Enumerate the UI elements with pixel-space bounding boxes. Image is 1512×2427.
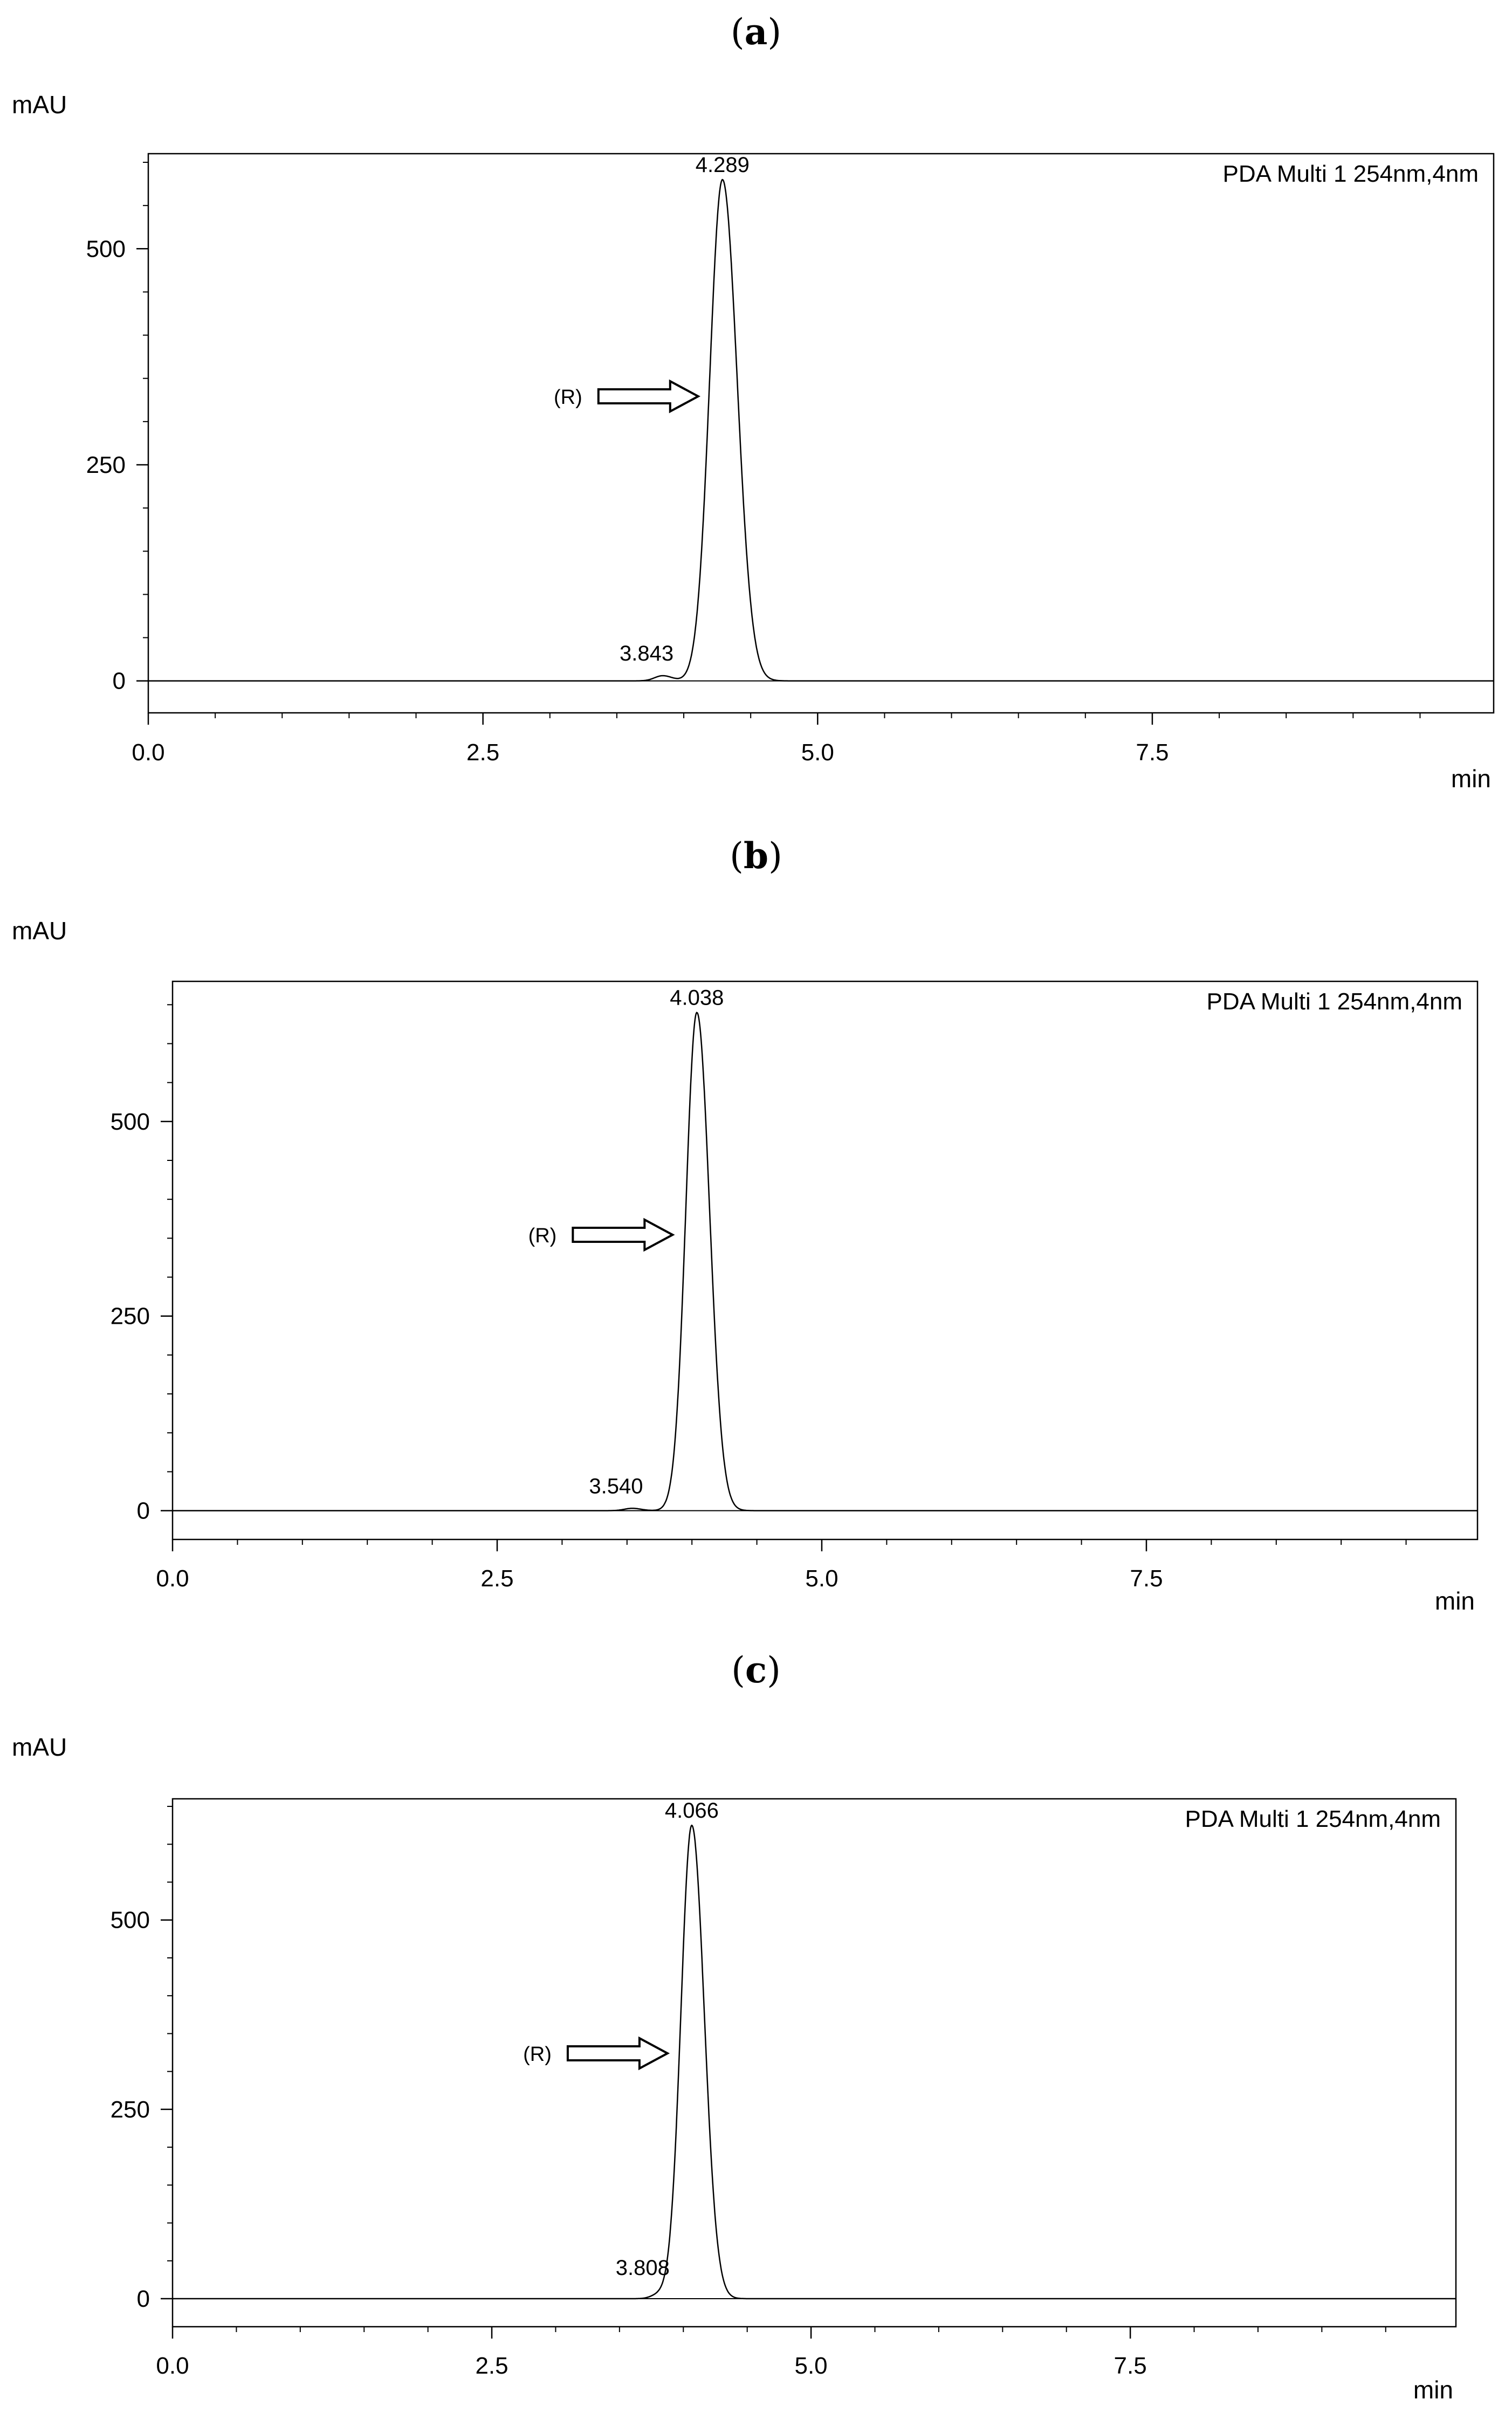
plot-frame (171, 1798, 1457, 2328)
x-tick-label: 0.0 (132, 739, 164, 766)
y-tick-label: 0 (137, 2286, 150, 2312)
x-tick-label: 2.5 (480, 1565, 513, 1592)
y-tick-label: 500 (86, 236, 126, 262)
chromatogram-trace (173, 1824, 1456, 2300)
panel-title: (c) (731, 1649, 781, 1691)
chart-svg: (c) mAU 0 250 500 0.0 2.5 5.0 7.5 min PDA Multi 1 … (12, 1649, 1457, 2404)
detector-legend: PDA Multi 1 254nm,4nm (1207, 988, 1462, 1015)
y-tick-label: 250 (111, 2096, 150, 2123)
x-axis-label: min (1435, 1587, 1475, 1615)
peak-rt-label: 3.540 (589, 1474, 643, 1498)
arrow-icon (566, 2036, 670, 2071)
plot-frame (147, 153, 1495, 714)
y-tick-label: 250 (86, 452, 126, 478)
peak-rt-label: 4.066 (665, 1799, 719, 1823)
x-axis-label: min (1451, 765, 1491, 793)
enantiomer-label: (R) (554, 386, 582, 409)
x-tick-label: 0.0 (156, 1565, 189, 1592)
panel-letter: c (745, 1649, 767, 1691)
chart-svg: (a) mAU 0 250 500 0.0 2.5 5.0 7.5 min PDA Multi 1 … (12, 11, 1495, 793)
x-tick-label: 5.0 (805, 1565, 838, 1592)
x-axis-label: min (1413, 2376, 1453, 2404)
peak-rt-label: 3.808 (616, 2256, 670, 2280)
panel-letter: b (744, 835, 768, 877)
plot-frame (171, 980, 1479, 1541)
x-tick-label: 5.0 (794, 2353, 827, 2379)
x-tick-label: 2.5 (466, 739, 499, 766)
x-tick-label: 2.5 (475, 2353, 508, 2379)
chromatogram-panel-b: (b) mAU 0 250 500 0.0 2.5 5.0 7.5 min PDA Multi 1 … (0, 820, 1512, 1639)
y-tick-label: 500 (111, 1907, 150, 1934)
peak-rt-label: 3.843 (620, 642, 673, 665)
panel-title: (a) (731, 11, 781, 53)
y-tick-label: 500 (111, 1109, 150, 1135)
detector-legend: PDA Multi 1 254nm,4nm (1185, 1806, 1441, 1832)
y-axis-label: mAU (12, 1733, 67, 1761)
x-tick-label: 7.5 (1130, 1565, 1163, 1592)
y-tick-label: 250 (111, 1303, 150, 1330)
chromatogram-trace (148, 178, 1494, 682)
arrow-icon (597, 379, 700, 414)
x-tick-label: 7.5 (1114, 2353, 1147, 2379)
peak-rt-label: 4.289 (696, 153, 750, 177)
enantiomer-label: (R) (528, 1225, 557, 1247)
chromatogram-panel-c: (c) mAU 0 250 500 0.0 2.5 5.0 7.5 min PDA Multi 1 … (0, 1639, 1512, 2427)
chart-svg: (b) mAU 0 250 500 0.0 2.5 5.0 7.5 min PDA Multi 1 … (12, 835, 1479, 1615)
detector-legend: PDA Multi 1 254nm,4nm (1223, 161, 1479, 187)
y-axis-label: mAU (12, 917, 67, 945)
y-axis-label: mAU (12, 91, 67, 119)
y-tick-label: 0 (113, 668, 126, 695)
arrow-icon (572, 1218, 675, 1252)
panel-title: (b) (730, 835, 782, 877)
x-tick-label: 7.5 (1136, 739, 1169, 766)
x-tick-label: 0.0 (156, 2353, 189, 2379)
enantiomer-label: (R) (523, 2043, 552, 2066)
y-tick-label: 0 (137, 1498, 150, 1524)
chromatogram-trace (173, 1012, 1477, 1511)
chromatogram-panel-a: (a) mAU 0 250 500 0.0 2.5 5.0 7.5 min PDA Multi 1 … (0, 0, 1512, 809)
x-tick-label: 5.0 (801, 739, 834, 766)
panel-letter: a (745, 11, 768, 53)
peak-rt-label: 4.038 (670, 986, 724, 1010)
